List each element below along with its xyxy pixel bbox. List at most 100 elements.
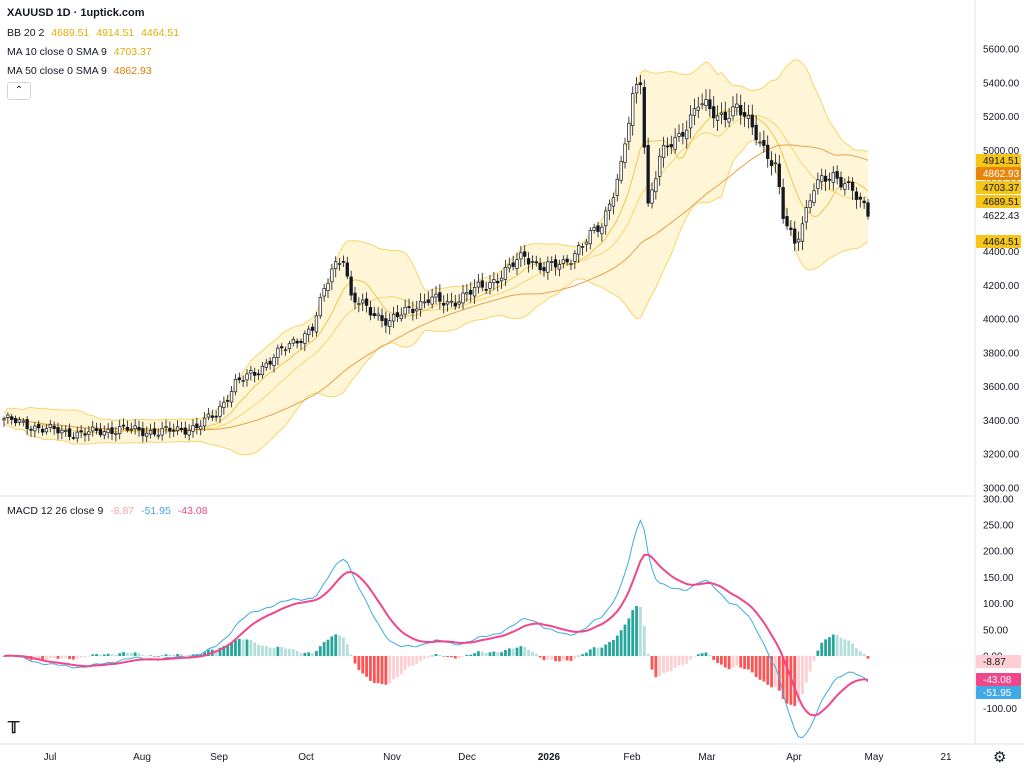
candle	[44, 424, 49, 435]
candle	[584, 239, 589, 252]
gear-icon[interactable]: ⚙	[993, 749, 1007, 766]
macd-histogram-bar	[284, 648, 287, 656]
macd-histogram-bar	[83, 656, 87, 658]
macd-histogram-bar	[280, 646, 284, 656]
macd-histogram-bar	[716, 656, 719, 663]
candle	[534, 255, 538, 267]
candle	[56, 422, 60, 440]
macd-histogram-bar	[75, 656, 79, 659]
macd-histogram-bar	[372, 656, 376, 683]
macd-histogram-bar	[743, 656, 746, 669]
macd-histogram-bar	[41, 656, 44, 661]
macd-histogram-bar	[45, 656, 48, 661]
ma50-legend: MA 50 close 0 SMA 9 4862.93	[7, 65, 156, 77]
candle	[403, 299, 407, 319]
collapse-legend-button[interactable]: ⌃	[7, 82, 31, 100]
macd-histogram-bar	[164, 654, 168, 656]
candle	[862, 196, 866, 209]
macd-histogram-bar	[311, 653, 314, 656]
macd-histogram-bar	[453, 656, 457, 659]
candle	[307, 325, 311, 343]
candle	[206, 408, 211, 421]
macd-histogram-bar	[492, 651, 496, 656]
candle	[334, 256, 338, 278]
candle	[226, 394, 230, 408]
candle	[283, 346, 288, 356]
macd-histogram-bar	[488, 652, 492, 656]
candle	[812, 183, 816, 207]
candle	[156, 428, 160, 440]
macd-histogram-bar	[399, 656, 403, 675]
candle	[337, 257, 342, 271]
candle	[758, 132, 762, 147]
candle	[148, 423, 153, 439]
time-tick-label: Mar	[698, 752, 716, 763]
candle	[681, 123, 685, 145]
macd-histogram-bar	[577, 655, 581, 657]
time-tick-label: 21	[940, 752, 952, 763]
macd-histogram-bar	[145, 655, 149, 657]
macd-histogram-bar	[523, 646, 527, 656]
candle	[619, 155, 623, 184]
macd-histogram-bar	[704, 652, 708, 656]
time-tick-label: Sep	[210, 752, 228, 763]
macd-histogram-bar	[99, 654, 102, 656]
candle	[17, 416, 22, 426]
price-tick-label: 4400.00	[983, 247, 1020, 258]
macd-histogram-bar	[515, 647, 519, 656]
macd-histogram-bar	[527, 650, 530, 656]
macd-histogram-bar	[808, 656, 812, 672]
macd-histogram-bar	[804, 656, 808, 683]
candle	[866, 198, 870, 220]
candle	[688, 105, 693, 139]
macd-legend-signal: -43.08	[177, 505, 208, 517]
candle	[29, 425, 33, 437]
macd-histogram-bar	[114, 654, 118, 656]
candle	[550, 256, 554, 271]
tradingview-logo-icon: 𝕋	[8, 720, 20, 737]
macd-histogram-bar	[322, 642, 326, 656]
price-badge: 4862.93	[976, 167, 1021, 180]
macd-histogram-bar	[851, 643, 854, 656]
macd-histogram-bar	[538, 656, 542, 658]
candle	[310, 323, 315, 337]
candle	[364, 292, 369, 313]
ma10-legend: MA 10 close 0 SMA 9 4703.37	[7, 46, 156, 58]
macd-histogram-bar	[839, 637, 843, 656]
candle	[191, 419, 195, 438]
candle	[588, 227, 592, 250]
bb-legend-v1: 4689.51	[51, 27, 90, 39]
bb-legend-label: BB 20 2	[7, 27, 45, 39]
candle	[746, 104, 751, 129]
candle	[268, 357, 272, 370]
macd-tick-label: 250.00	[983, 521, 1014, 532]
candle	[287, 340, 292, 353]
ma50-legend-label: MA 50 close 0 SMA 9	[7, 65, 107, 77]
macd-histogram-bar	[793, 656, 797, 706]
macd-histogram-bar	[52, 656, 56, 659]
macd-histogram-bar	[542, 656, 546, 661]
macd-histogram-bar	[627, 618, 631, 656]
candle	[634, 76, 639, 104]
candle	[631, 86, 635, 136]
macd-histogram-bar	[700, 653, 704, 656]
macd-histogram-bar	[60, 656, 64, 659]
candle	[692, 98, 697, 126]
macd-histogram-bar	[299, 653, 303, 656]
macd-histogram-bar	[569, 656, 573, 661]
candle	[276, 344, 280, 366]
price-tick-label: 3000.00	[983, 484, 1020, 495]
candle	[388, 313, 392, 335]
candle	[700, 93, 704, 110]
candle	[577, 242, 581, 263]
macd-histogram-bar	[558, 656, 561, 662]
macd-histogram-bar	[777, 656, 781, 691]
candle	[2, 416, 6, 427]
ma10-line	[3, 110, 869, 434]
time-tick-label: Nov	[383, 752, 401, 763]
macd-histogram-bar	[79, 656, 83, 658]
price-badge-label: 4862.93	[983, 169, 1020, 180]
macd-histogram-bar	[353, 656, 357, 664]
macd-histogram-bar	[87, 656, 91, 657]
